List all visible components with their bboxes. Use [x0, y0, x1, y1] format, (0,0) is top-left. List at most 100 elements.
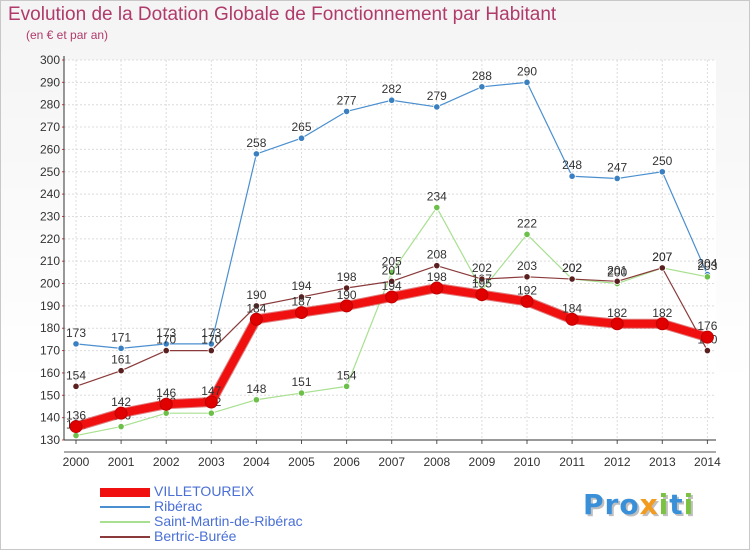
data-label-saint-martin-de-riberac: 154	[337, 368, 357, 382]
data-label-bertric-buree: 208	[427, 248, 447, 262]
data-label-riberac: 258	[246, 136, 266, 150]
data-point-bertric-buree	[478, 275, 486, 283]
data-point-bertric-buree	[523, 273, 531, 281]
data-point-riberac	[297, 134, 306, 142]
data-label-villetoureix: 147	[201, 384, 221, 398]
data-label-riberac: 204	[697, 257, 717, 271]
legend-swatch-bertric-buree	[100, 536, 150, 538]
y-tick-label: 270	[40, 120, 60, 134]
y-tick-label: 150	[40, 388, 60, 402]
data-point-bertric-buree	[72, 382, 80, 390]
y-tick-label: 180	[40, 321, 60, 335]
x-tick-label: 2003	[198, 455, 225, 469]
data-label-bertric-buree: 170	[201, 333, 221, 347]
data-label-bertric-buree: 198	[337, 270, 357, 284]
legend-label-saint-martin-de-riberac: Saint-Martin-de-Ribérac	[154, 513, 303, 529]
data-label-bertric-buree: 202	[472, 261, 492, 275]
data-label-saint-martin-de-riberac: 222	[517, 216, 537, 230]
legend-swatch-riberac	[100, 506, 150, 508]
legend-item-bertric-buree: Bertric-Burée	[100, 528, 420, 544]
y-tick-label: 240	[40, 187, 60, 201]
data-label-bertric-buree: 154	[66, 368, 86, 382]
data-label-villetoureix: 142	[111, 395, 131, 409]
data-point-bertric-buree	[703, 346, 712, 355]
y-tick-label: 220	[40, 232, 60, 246]
data-point-bertric-buree	[297, 293, 306, 301]
data-point-villetoureix	[475, 288, 489, 302]
data-label-villetoureix: 184	[562, 301, 582, 315]
legend-swatch-villetoureix	[100, 487, 150, 497]
data-label-bertric-buree: 170	[156, 333, 176, 347]
data-label-bertric-buree: 203	[517, 259, 537, 273]
y-tick-label: 260	[40, 142, 60, 156]
data-label-saint-martin-de-riberac: 205	[382, 254, 402, 268]
data-label-saint-martin-de-riberac: 207	[652, 250, 672, 264]
y-tick-label: 170	[40, 344, 60, 358]
data-point-saint-martin-de-riberac	[162, 409, 170, 417]
data-label-villetoureix: 190	[337, 288, 357, 302]
data-point-riberac	[342, 107, 351, 116]
data-label-villetoureix: 194	[382, 279, 402, 293]
y-tick-label: 210	[40, 254, 60, 268]
data-point-bertric-buree	[342, 284, 351, 292]
data-label-bertric-buree: 194	[291, 279, 311, 293]
data-point-riberac	[388, 96, 396, 104]
data-point-villetoureix	[159, 397, 173, 411]
y-tick-label: 230	[40, 209, 60, 223]
x-tick-label: 2002	[153, 455, 180, 469]
data-label-saint-martin-de-riberac: 203	[697, 259, 717, 273]
data-label-villetoureix: 182	[652, 306, 672, 320]
x-tick-label: 2013	[649, 455, 676, 469]
data-label-villetoureix: 146	[156, 386, 176, 400]
data-point-bertric-buree	[117, 367, 125, 375]
y-tick-label: 130	[40, 433, 60, 447]
data-label-villetoureix: 184	[246, 301, 266, 315]
data-label-villetoureix: 182	[607, 306, 627, 320]
data-label-riberac: 247	[607, 160, 627, 174]
legend-label-bertric-buree: Bertric-Burée	[154, 528, 237, 544]
legend-label-riberac: Ribérac	[154, 498, 203, 514]
data-label-riberac: 171	[111, 330, 131, 344]
data-label-villetoureix: 195	[472, 277, 492, 291]
data-point-saint-martin-de-riberac	[72, 431, 80, 440]
x-tick-label: 2004	[243, 455, 270, 469]
data-point-saint-martin-de-riberac	[207, 409, 215, 417]
plot-area	[64, 60, 716, 440]
data-label-villetoureix: 192	[517, 283, 537, 297]
x-tick-label: 2001	[108, 455, 135, 469]
legend-item-villetoureix: VILLETOUREIX	[100, 483, 420, 499]
x-tick-label: 2012	[604, 455, 631, 469]
y-tick-label: 280	[40, 98, 60, 112]
data-point-villetoureix	[114, 406, 128, 420]
x-tick-label: 2000	[63, 455, 90, 469]
x-tick-label: 2005	[288, 455, 315, 469]
data-point-villetoureix	[249, 312, 263, 326]
data-point-villetoureix	[385, 290, 399, 304]
data-point-villetoureix	[700, 330, 714, 344]
data-point-villetoureix	[520, 294, 534, 308]
data-point-bertric-buree	[162, 346, 170, 355]
x-tick-label: 2008	[423, 455, 450, 469]
data-point-saint-martin-de-riberac	[297, 389, 306, 397]
data-point-riberac	[523, 78, 531, 86]
data-point-riberac	[72, 340, 80, 348]
data-point-riberac	[433, 103, 441, 111]
proxiti-logo: Proxiti	[583, 488, 695, 521]
data-point-saint-martin-de-riberac	[433, 203, 441, 212]
data-label-riberac: 279	[427, 89, 447, 103]
data-label-villetoureix: 187	[291, 295, 311, 309]
x-tick-label: 2006	[333, 455, 360, 469]
data-label-riberac: 250	[652, 154, 672, 168]
data-label-saint-martin-de-riberac: 148	[246, 382, 266, 396]
legend-label-villetoureix: VILLETOUREIX	[154, 483, 255, 499]
x-tick-label: 2011	[559, 455, 585, 469]
data-point-bertric-buree	[433, 262, 441, 270]
data-label-bertric-buree: 207	[652, 250, 672, 264]
data-point-riberac	[117, 344, 125, 352]
data-point-villetoureix	[340, 299, 354, 313]
data-point-riberac	[568, 172, 576, 180]
data-point-villetoureix	[69, 420, 83, 434]
data-label-saint-martin-de-riberac: 151	[291, 375, 311, 389]
data-label-saint-martin-de-riberac: 200	[607, 266, 627, 280]
